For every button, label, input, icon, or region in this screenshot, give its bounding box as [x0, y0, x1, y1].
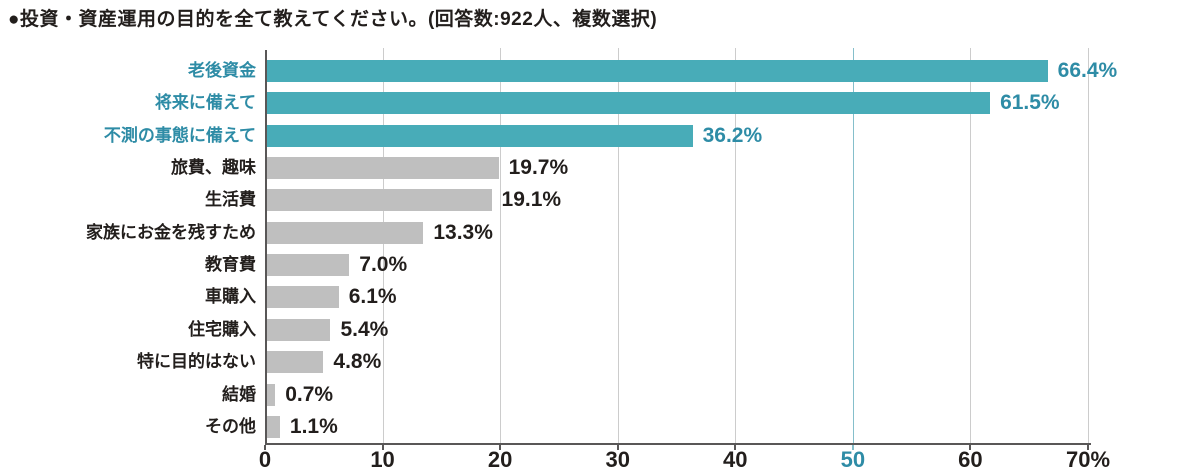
bar	[267, 351, 324, 374]
x-axis-tick	[381, 445, 384, 450]
category-label: 結婚	[222, 384, 256, 404]
category-label: 生活費	[205, 190, 256, 210]
x-axis-tick	[734, 445, 737, 450]
gridline	[382, 48, 384, 443]
category-label: 不測の事態に備えて	[103, 125, 256, 145]
category-label: 家族にお金を残すため	[86, 222, 256, 242]
x-axis-tick-label: 10	[370, 447, 395, 472]
value-label: 4.8%	[333, 350, 382, 374]
value-label: 36.2%	[702, 123, 763, 147]
value-label: 6.1%	[348, 285, 397, 309]
bar-highlighted	[267, 92, 991, 115]
x-axis-tick	[499, 445, 502, 450]
bar	[267, 254, 350, 277]
gridline	[1088, 48, 1089, 443]
category-label: 特に目的はない	[137, 352, 256, 372]
gridline	[500, 48, 502, 443]
value-label: 61.5%	[1000, 91, 1060, 115]
bar	[267, 157, 499, 180]
gridline	[970, 48, 972, 443]
value-label: 19.7%	[508, 156, 569, 180]
gridline-highlighted	[852, 48, 854, 443]
bar	[267, 286, 339, 309]
bar	[267, 415, 280, 438]
gridline	[617, 48, 619, 443]
category-label: 旅費、趣味	[171, 158, 256, 178]
category-label: その他	[205, 416, 256, 436]
x-axis-tick	[851, 445, 854, 450]
bar	[267, 318, 331, 341]
value-label: 0.7%	[285, 382, 334, 406]
x-axis-tick-label: 20	[487, 447, 513, 472]
x-axis-line	[265, 443, 1091, 445]
category-label: 老後資金	[188, 61, 256, 80]
value-label: 7.0%	[359, 253, 408, 277]
category-label: 教育費	[205, 255, 256, 275]
bar	[267, 383, 276, 406]
x-axis-tick	[264, 445, 266, 450]
bar-highlighted	[267, 124, 693, 147]
bar-highlighted	[267, 60, 1048, 82]
value-label: 66.4%	[1057, 59, 1118, 82]
category-label: 将来に備えて	[154, 93, 256, 113]
category-label: 車購入	[205, 287, 256, 307]
value-label: 5.4%	[340, 317, 389, 341]
bar	[267, 221, 424, 244]
x-axis-tick	[1087, 445, 1089, 450]
chart-title: ●投資・資産運用の目的を全て教えてください。(回答数:922人、複数選択)	[8, 9, 658, 30]
x-axis-tick-label: 60	[958, 447, 983, 472]
gridline	[735, 48, 737, 443]
x-axis-tick	[616, 445, 619, 450]
x-axis-tick	[969, 445, 972, 450]
x-axis-tick-label: 50	[840, 447, 866, 472]
x-axis-tick-label: 0	[258, 447, 272, 472]
x-axis-tick-label: 30	[605, 447, 630, 472]
category-label: 住宅購入	[188, 319, 256, 339]
x-axis-tick-label: 70%	[1065, 447, 1111, 472]
y-axis-line	[265, 50, 267, 443]
value-label: 19.1%	[501, 188, 562, 212]
bar	[267, 189, 492, 212]
x-axis-tick-label: 40	[723, 447, 748, 472]
value-label: 13.3%	[433, 220, 493, 244]
value-label: 1.1%	[289, 414, 338, 438]
